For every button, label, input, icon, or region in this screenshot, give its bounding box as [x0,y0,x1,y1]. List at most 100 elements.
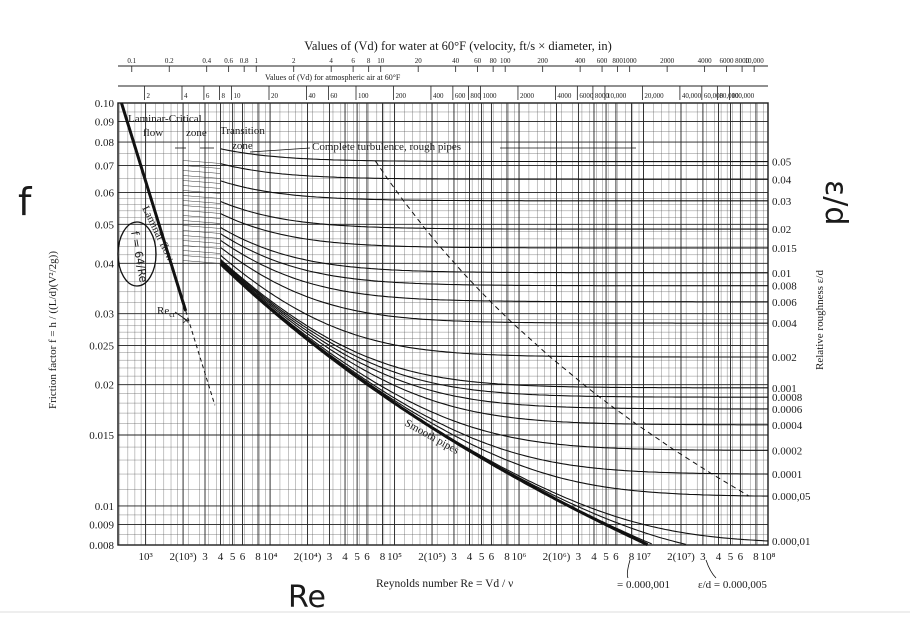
roughness-curve [220,213,768,249]
critical-zone-hatch-line [183,220,221,224]
annot-flow: flow [143,127,163,139]
x-tick-label: 3 [576,551,582,563]
re-cr-sub: cr [169,310,176,319]
critical-zone-hatch-line [183,205,221,209]
air-tick-label: 20,000 [644,92,664,100]
x-tick-label: 10⁴ [263,551,278,563]
x-tick-label: 10⁸ [761,551,776,563]
x-axis-label: Reynolds number Re = Vd / ν [376,578,513,590]
handwritten-re: Re [288,580,326,615]
roughness-curve [220,261,768,426]
roughness-label: 0.0006 [772,404,803,416]
critical-zone-hatch [182,160,221,264]
y-tick-label: 0.07 [95,160,115,172]
annot-transition-zone: zone [232,140,253,152]
x-tick-label: 4 [218,551,224,563]
x-tick-label: 2(10⁶) [543,551,571,563]
x-tick-label: 2(10⁵) [418,551,446,563]
air-tick-label: 6 [206,92,210,100]
x-tick-label: 3 [700,551,706,563]
laminar-flow-line [120,102,188,312]
critical-zone-hatch-line [183,180,221,184]
water-tick-label: 10 [377,57,385,65]
y-axis-label: Friction factor f = h / ((L/d)(V²/2g)) [47,251,59,409]
x-tick-label: 3 [327,551,333,563]
roughness-curve [220,258,768,389]
top-scale-air-ticks: 2 4 6 8 10 20 40 60 100 200 400 600 800 1000 2000 4000 6… [144,86,755,100]
roughness-curve [220,180,768,202]
water-tick-label: 100 [500,57,511,65]
top-scale-water: 0.1 0.2 0.4 0.6 0.8 1 2 4 6 8 10 20 40 60 80 100 200 400 6… [118,57,768,72]
annot-re-cr: Recr [157,305,176,319]
roughness-curve [220,233,768,287]
x-tick-label: 6 [364,551,370,563]
y-tick-label: 0.01 [95,501,114,513]
bottom-eps-1: = 0.000,001 [617,579,670,591]
water-tick-label: 4000 [698,57,713,65]
eps1-pointer [626,559,631,579]
roughness-curve [220,239,768,303]
laminar-extension-dashed [185,310,216,406]
roughness-label: 0.05 [772,157,792,169]
x-tick-label: 6 [613,551,619,563]
roughness-label: 0.002 [772,352,797,364]
air-tick-label: 400 [433,92,444,100]
critical-zone-hatch-line [183,210,221,214]
y-tick-label: 0.008 [89,540,114,552]
water-tick-label: 200 [537,57,548,65]
roughness-curve [220,260,768,410]
roughness-label: 0.0001 [772,469,802,481]
roughness-label: 0.000,01 [772,536,811,548]
x-tick-label: 5 [479,551,485,563]
roughness-curve [220,254,768,358]
water-tick-label: 20 [415,57,423,65]
x-tick-label: 2(10⁴) [294,551,322,563]
y-tick-label: 0.08 [95,137,115,149]
top-scale-water-ticks: 0.1 0.2 0.4 0.6 0.8 1 2 4 6 8 10 20 40 60 80 100 200 400 6… [127,57,764,72]
air-tick-label: 6000 [579,92,594,100]
roughness-labels: 0.05 0.04 0.03 0.02 0.015 0.010.008 0.006 0.004… [772,157,811,548]
x-tick-label: 10⁵ [387,551,402,563]
plot-area [117,102,769,547]
water-tick-label: 6000 [720,57,735,65]
water-tick-label: 0.2 [165,57,174,65]
air-tick-label: 100 [358,92,369,100]
x-tick-label: 10³ [138,551,153,563]
water-tick-label: 40 [452,57,460,65]
roughness-label: 0.0002 [772,445,802,457]
critical-zone-hatch-line [183,175,221,179]
x-tick-label: 2(10³) [170,551,197,563]
critical-zone-hatch-line [183,245,221,249]
y-tick-label: 0.10 [95,98,115,110]
critical-zone-hatch-line [183,250,221,254]
annot-laminar-critical: Laminar-Critical [128,113,202,125]
x-tick-label: 8 [504,551,510,563]
x-tick-label: 5 [230,551,236,563]
y-tick-label: 0.025 [89,341,114,353]
air-tick-label: 600 [455,92,466,100]
roughness-label: 0.006 [772,297,797,309]
roughness-label: 0.0008 [772,392,803,404]
y-tick-label: 0.06 [95,187,115,199]
critical-zone-hatch-line [183,230,221,234]
x-tick-label: 4 [467,551,473,563]
x-tick-label: 4 [716,551,722,563]
roughness-curve [220,259,768,398]
roughness-label: 0.008 [772,281,797,293]
air-tick-label: 8000 [595,92,610,100]
re-cr-main: Re [157,305,169,317]
air-tick-label: 4 [184,92,188,100]
roughness-label: 0.04 [772,174,792,186]
x-tick-label: 8 [753,551,759,563]
roughness-curve [220,200,768,230]
chart-subtitle: Values of (Vd) for atmospheric air at 60… [265,73,401,82]
water-tick-label: 400 [575,57,586,65]
x-tick-label: 8 [380,551,386,563]
x-tick-label: 5 [354,551,360,563]
x-tick-label: 6 [240,551,246,563]
complete-turbulence-boundary [374,160,749,497]
chart-title: Values of (Vd) for water at 60°F (veloci… [304,39,612,53]
air-tick-label: 2000 [520,92,535,100]
eps5-pointer [705,559,717,579]
